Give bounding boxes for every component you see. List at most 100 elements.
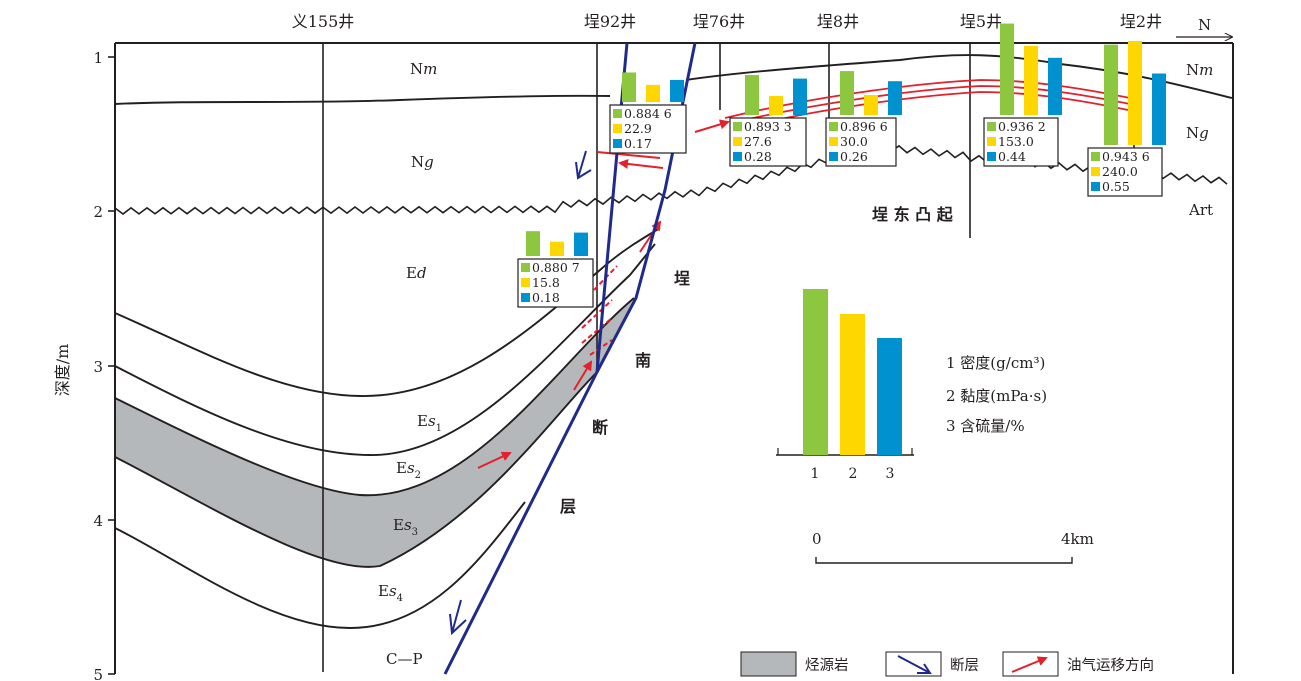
y-tick-label: 2 bbox=[93, 203, 103, 221]
stratum-es3: Es3 bbox=[393, 516, 418, 538]
sulfur-bar bbox=[1152, 73, 1166, 145]
well-name: 埕2井 bbox=[1120, 12, 1162, 31]
uplift-label: 埕 东 凸 起 bbox=[872, 205, 954, 224]
well-value-box bbox=[729, 117, 807, 167]
legend-item-viscosity: 2 黏度(mPa·s) bbox=[946, 387, 1047, 405]
es4-top bbox=[114, 371, 598, 568]
sulfur-bar bbox=[574, 232, 588, 256]
value-swatch bbox=[521, 278, 530, 287]
scale-end: 4km bbox=[1061, 530, 1094, 548]
es3-top bbox=[114, 297, 635, 496]
viscosity-bar bbox=[1024, 45, 1038, 115]
density-bar bbox=[526, 231, 540, 256]
nm-ng-boundary-left bbox=[114, 94, 611, 105]
y-axis-title: 深度/m bbox=[53, 344, 72, 397]
stratum-es2: Es2 bbox=[396, 459, 421, 481]
density-bar bbox=[840, 71, 854, 115]
well-value-label: 0.880 7 bbox=[532, 260, 580, 275]
legend-bar-viscosity bbox=[840, 314, 865, 455]
viscosity-bar bbox=[1128, 41, 1142, 145]
value-swatch bbox=[521, 263, 530, 272]
well-names: 义155井 埕92井 埕76井 埕8井 埕5井 埕2井 bbox=[292, 12, 1162, 31]
value-swatch bbox=[613, 139, 622, 148]
value-swatch bbox=[1091, 167, 1100, 176]
legend-bar-sulfur bbox=[877, 338, 902, 455]
well-chart: 0.896 630.00.26 bbox=[825, 71, 902, 167]
stratum-ng-right: Ng bbox=[1186, 124, 1209, 142]
nm-ng-boundary-right bbox=[685, 54, 1233, 99]
well-name: 义155井 bbox=[292, 12, 355, 31]
y-tick-label: 3 bbox=[93, 358, 103, 376]
well-name: 埕92井 bbox=[584, 12, 636, 31]
source-rock-layer bbox=[115, 298, 634, 567]
fault-label-char: 南 bbox=[635, 351, 651, 370]
well-value-label: 0.936 2 bbox=[998, 119, 1046, 134]
stratum-art: Art bbox=[1188, 201, 1213, 219]
well-value-label: 0.893 3 bbox=[744, 119, 792, 134]
well-value-label: 0.17 bbox=[624, 136, 652, 151]
es1-top bbox=[114, 227, 661, 397]
well-name: 埕5井 bbox=[960, 12, 1002, 31]
well-value-label: 153.0 bbox=[998, 134, 1034, 149]
legend-category: 1 bbox=[811, 466, 820, 482]
well-value-label: 27.6 bbox=[744, 134, 772, 149]
well-value-label: 30.0 bbox=[840, 134, 868, 149]
frame bbox=[114, 42, 1234, 674]
well-value-label: 0.943 6 bbox=[1102, 149, 1150, 164]
cp-top bbox=[114, 501, 526, 629]
well-chart: 0.880 715.80.18 bbox=[517, 231, 594, 308]
density-bar bbox=[622, 72, 636, 102]
y-tick-label: 1 bbox=[93, 49, 103, 67]
well-value-box bbox=[1087, 147, 1163, 197]
legend-label-fault: 断层 bbox=[950, 657, 979, 674]
value-swatch bbox=[733, 122, 742, 131]
density-bar bbox=[1104, 44, 1118, 145]
stratum-nm-right: Nm bbox=[1186, 61, 1213, 79]
well-value-label: 240.0 bbox=[1102, 164, 1138, 179]
value-swatch bbox=[987, 122, 996, 131]
viscosity-bar bbox=[864, 95, 878, 115]
value-swatch bbox=[829, 122, 838, 131]
migration-arrow bbox=[573, 360, 593, 391]
legend-category: 2 bbox=[849, 466, 858, 482]
value-swatch bbox=[1091, 182, 1100, 191]
well-value-label: 0.55 bbox=[1102, 179, 1130, 194]
value-swatch bbox=[987, 137, 996, 146]
legend-bar-density bbox=[803, 289, 828, 455]
well-value-label: 0.28 bbox=[744, 149, 772, 164]
legend-label-migration: 油气运移方向 bbox=[1067, 657, 1154, 674]
sulfur-bar bbox=[1048, 57, 1062, 115]
fault-label-char: 埕 bbox=[674, 269, 690, 288]
sulfur-bar bbox=[793, 78, 807, 115]
migration-arrow bbox=[477, 451, 512, 469]
well-value-label: 0.884 6 bbox=[624, 106, 672, 121]
stratum-ed: Ed bbox=[406, 264, 427, 282]
value-swatch bbox=[829, 137, 838, 146]
y-tick-label: 5 bbox=[93, 666, 103, 681]
legend-category: 3 bbox=[886, 466, 895, 482]
migration-arrow bbox=[639, 220, 662, 253]
legend-label-source-rock: 烃源岩 bbox=[805, 657, 849, 674]
well-value-label: 22.9 bbox=[624, 121, 652, 136]
scale-bar: 0 4km bbox=[812, 530, 1094, 564]
value-swatch bbox=[733, 137, 742, 146]
value-swatch bbox=[987, 152, 996, 161]
sulfur-bar bbox=[888, 81, 902, 115]
migration-arrow-icon bbox=[1011, 656, 1048, 673]
value-swatch bbox=[733, 152, 742, 161]
density-bar bbox=[1000, 23, 1014, 116]
strata-lines bbox=[114, 54, 1233, 629]
fault-label-char: 断 bbox=[592, 418, 608, 437]
y-axis-ticks bbox=[108, 56, 115, 675]
stratum-cp: C—P bbox=[386, 650, 423, 668]
well-value-box bbox=[983, 117, 1059, 167]
north-label: N bbox=[1198, 16, 1211, 34]
value-swatch bbox=[829, 152, 838, 161]
value-swatch bbox=[521, 293, 530, 302]
stratum-labels: Nm Nm Ng Ng Ed Es1 Es2 Es3 Es4 Art C—P bbox=[378, 60, 1213, 668]
well-value-label: 0.896 6 bbox=[840, 119, 888, 134]
y-axis-tick-labels: 1 2 3 4 5 bbox=[93, 49, 103, 681]
well-charts: 0.880 715.80.18 0.884 622.90.17 0.893 327.… bbox=[517, 23, 1166, 308]
fault-label-char: 层 bbox=[560, 497, 576, 516]
